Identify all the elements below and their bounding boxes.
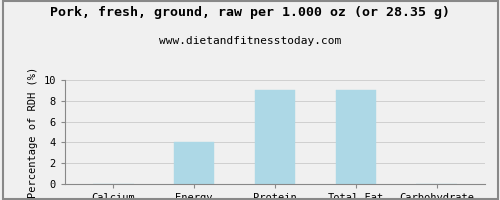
Text: www.dietandfitnesstoday.com: www.dietandfitnesstoday.com (159, 36, 341, 46)
Bar (174, 142, 214, 184)
Y-axis label: Percentage of RDH (%): Percentage of RDH (%) (28, 66, 38, 198)
Bar (255, 90, 295, 184)
Text: Pork, fresh, ground, raw per 1.000 oz (or 28.35 g): Pork, fresh, ground, raw per 1.000 oz (o… (50, 6, 450, 19)
Bar (336, 90, 376, 184)
